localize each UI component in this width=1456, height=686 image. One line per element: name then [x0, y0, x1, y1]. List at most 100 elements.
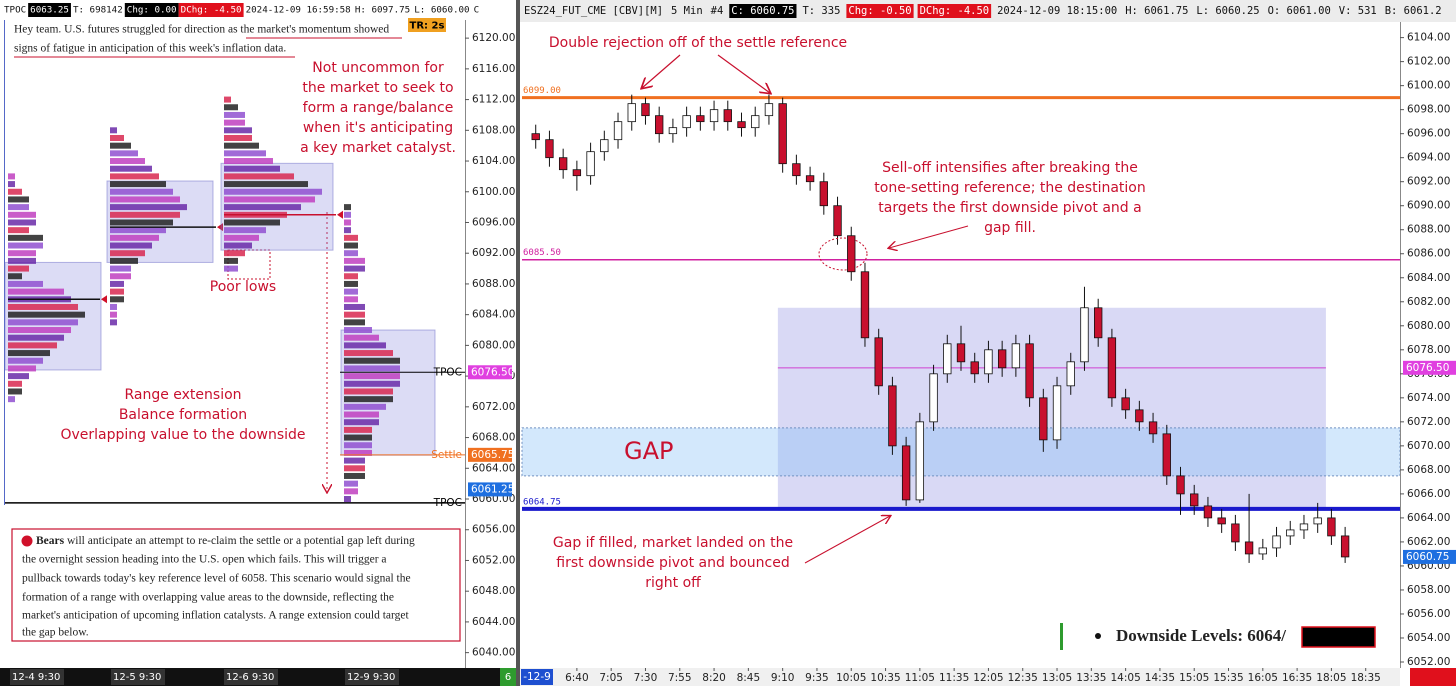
price-tag-label: 6060.75: [1406, 551, 1449, 563]
y-tick-label: 6070.00: [1407, 440, 1450, 452]
x-tick-label: 11:35: [939, 672, 969, 684]
tpo-row: [110, 181, 166, 188]
tpo-row: [344, 472, 365, 479]
annotation: tone-setting reference; the destination: [874, 180, 1145, 196]
tpo-row: [344, 480, 358, 487]
candle-body: [860, 271, 870, 339]
candle-body: [943, 343, 952, 375]
x-tick-label: 9:10: [771, 672, 795, 684]
tr-box: [408, 18, 446, 32]
tpo-row: [110, 296, 124, 303]
annotation: targets the first downside pivot and a: [878, 200, 1141, 216]
candle-body: [696, 115, 705, 123]
header-item: 2024-12-09 18:15:00: [997, 5, 1117, 17]
tpo-row: [224, 188, 322, 195]
header-item: TPOC: [4, 5, 26, 16]
header-item: L: 6060.00: [414, 5, 469, 16]
annotation: gap fill.: [984, 220, 1036, 236]
candle-body: [627, 103, 636, 123]
tpo-row: [344, 449, 372, 456]
tpo-row: [110, 234, 159, 241]
y-tick-label: 6096.00: [1407, 128, 1450, 140]
y-tick-label: 6092.00: [1407, 176, 1450, 188]
y-tick-label: 6080.00: [1407, 320, 1450, 332]
tpo-row: [110, 311, 117, 318]
x-tick-label: 18:05: [1316, 672, 1346, 684]
y-tick-label: 6056.00: [1407, 608, 1450, 620]
tpo-row: [110, 173, 159, 180]
arrow: [717, 54, 770, 93]
candle-body: [805, 175, 815, 183]
value-area: [777, 307, 1326, 511]
annotation: first downside pivot and bounced: [556, 555, 789, 571]
tpo-row: [8, 373, 29, 380]
tpo-row: [344, 442, 372, 449]
tpo-row: [8, 257, 36, 264]
reference-label: TPOC: [433, 497, 462, 509]
tpo-row: [110, 150, 138, 157]
candle-body: [709, 109, 719, 123]
tpo-row: [110, 227, 166, 234]
tpo-row: [8, 188, 22, 195]
x-tick-label: 7:30: [634, 672, 658, 684]
annotation: a key market catalyst.: [300, 140, 456, 156]
plot-area: [521, 94, 1400, 563]
price-tag: [1403, 549, 1456, 564]
candle-body: [1162, 433, 1171, 477]
x-tick-label: 14:05: [1110, 672, 1140, 684]
tpo-row: [8, 204, 29, 211]
tpo-row: [224, 242, 252, 249]
candle-body: [1025, 343, 1034, 399]
tpo-row: [344, 242, 358, 249]
header-item: H: 6061.75: [1125, 5, 1188, 17]
tpo-row: [344, 457, 365, 464]
tpo-row: [344, 204, 351, 211]
header-item: 6063.25: [30, 5, 69, 16]
candle-body: [915, 421, 925, 501]
corner-box: [1410, 668, 1456, 686]
tpo-row: [110, 142, 131, 149]
candle-body: [1066, 361, 1075, 387]
header-item: Chg: 0.00: [127, 5, 177, 16]
tpo-row: [344, 334, 379, 341]
tpo-row: [8, 380, 22, 387]
tpo-row: [344, 403, 386, 410]
date-label: 12-4 9:30: [12, 672, 60, 683]
tpo-row: [110, 188, 173, 195]
tpo-row: [8, 250, 36, 257]
tpo-row: [224, 165, 280, 172]
header-item: L: 6060.25: [1196, 5, 1259, 17]
tpo-row: [344, 342, 386, 349]
candle-body: [1176, 475, 1185, 495]
tpo-row: [8, 350, 50, 357]
y-tick-label: 6104.00: [1407, 32, 1450, 44]
y-tick-label: 6096.00: [472, 216, 515, 228]
tpo-row: [344, 373, 400, 380]
tpo-row: [344, 250, 358, 257]
y-tick-label: 6064.00: [1407, 512, 1450, 524]
commentary-box: [11, 528, 461, 642]
tpo-row: [344, 496, 351, 503]
candle-body: [1080, 307, 1089, 363]
y-tick-label: 6088.00: [1407, 224, 1450, 236]
tpo-row: [8, 196, 29, 203]
candle-body: [586, 151, 595, 177]
tpo-row: [224, 173, 294, 180]
commentary-line: formation of a range with overlapping va…: [22, 592, 394, 604]
corner-label: 6: [505, 672, 511, 683]
candle-body: [668, 127, 678, 135]
x-tick-label: 16:05: [1248, 672, 1278, 684]
tr-label: TR: 2s: [410, 21, 445, 32]
tpo-row: [344, 280, 358, 287]
tpo-row: [110, 265, 131, 272]
header-highlight: [846, 4, 914, 18]
header-item: Chg: -0.50: [848, 5, 911, 17]
y-tick-label: 6064.00: [472, 462, 515, 474]
y-tick-label: 6074.00: [1407, 392, 1450, 404]
y-tick-label: 6112.00: [472, 94, 515, 106]
header-item: DChg: -4.50: [920, 5, 990, 17]
y-tick-label: 6048.00: [472, 585, 515, 597]
tpo-row: [344, 380, 400, 387]
y-tick-label: 6056.00: [472, 524, 515, 536]
header-item: T: 335: [802, 5, 840, 17]
